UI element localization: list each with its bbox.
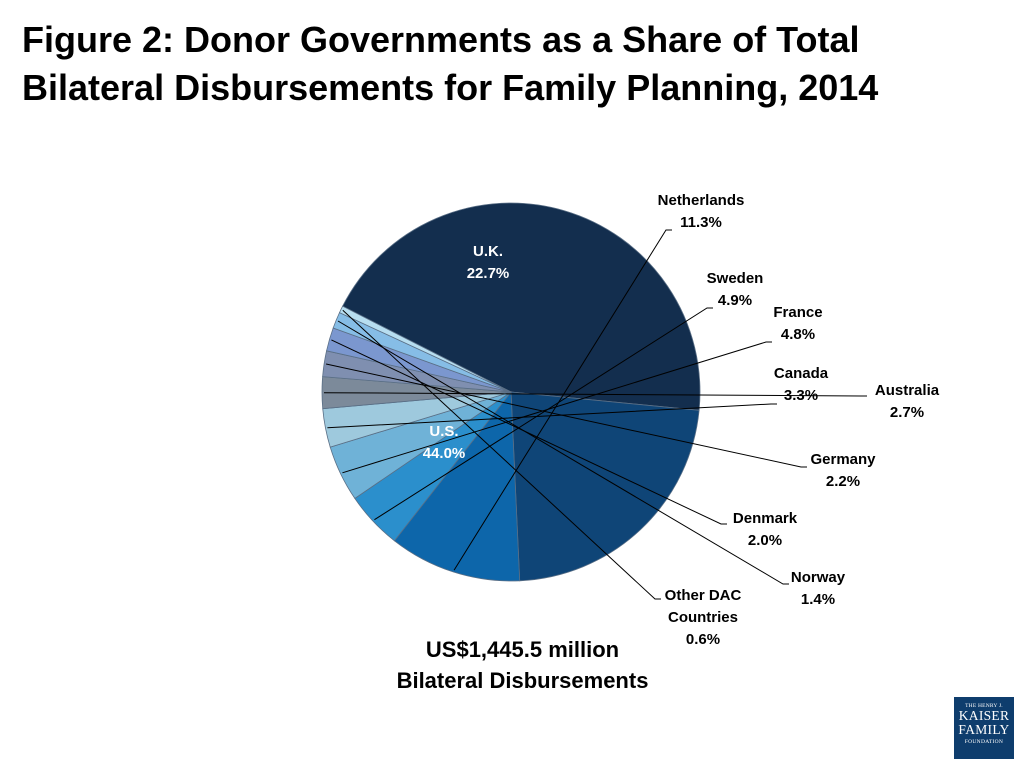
label-other-dac-countries-name-1: Other DAC [665, 587, 742, 604]
label-germany-name: Germany [810, 451, 876, 468]
logo-line-4: FOUNDATION [964, 739, 1004, 745]
leader-line-netherlands [453, 229, 672, 571]
pie-slices [321, 202, 701, 582]
pie-slice-u-k [510, 391, 700, 582]
label-norway-value: 1.4% [801, 591, 835, 608]
leader-line-australia [323, 392, 867, 397]
label-denmark-value: 2.0% [748, 532, 782, 549]
label-denmark-name: Denmark [733, 510, 798, 527]
label-australia-value: 2.7% [890, 404, 924, 421]
logo-line-1: THE HENRY J. [965, 703, 1003, 709]
label-norway-name: Norway [791, 569, 846, 586]
leader-line-canada [327, 403, 777, 429]
logo-line-3: FAMILY [958, 722, 1010, 737]
pie-slice-u-s [342, 202, 701, 411]
label-canada-name: Canada [774, 365, 829, 382]
total-disbursements-caption: US$1,445.5 million Bilateral Disbursemen… [380, 634, 665, 696]
label-other-dac-countries-name-2: Countries [668, 609, 738, 626]
label-sweden-value: 4.9% [718, 292, 752, 309]
label-u-s-name: U.S. [429, 423, 458, 440]
chart-title: Figure 2: Donor Governments as a Share o… [22, 19, 879, 108]
label-australia-name: Australia [875, 382, 940, 399]
logo-line-2: KAISER [958, 708, 1010, 723]
slice-labels: U.S. 44.0% U.K. 22.7% Netherlands 11.3% Sweden… [423, 192, 940, 648]
label-netherlands-value: 11.3% [680, 214, 722, 231]
label-sweden-name: Sweden [707, 270, 764, 287]
label-france-name: France [773, 304, 822, 321]
label-u-k-value: 22.7% [467, 265, 510, 282]
leader-line-other-dac-countries [342, 309, 661, 600]
pie-slice-other-dac-countries [338, 305, 512, 393]
leader-line-denmark [331, 339, 727, 525]
leader-lines [323, 229, 867, 600]
leader-line-france [342, 341, 772, 474]
leader-line-germany [325, 363, 807, 468]
label-france-value: 4.8% [781, 326, 815, 343]
label-other-dac-countries-value: 0.6% [686, 631, 720, 648]
label-u-k-name: U.K. [473, 243, 503, 260]
total-label: Bilateral Disbursements [396, 668, 649, 693]
label-germany-value: 2.2% [826, 473, 860, 490]
label-u-s-value: 44.0% [423, 445, 466, 462]
total-amount: US$1,445.5 million [425, 637, 620, 662]
label-canada-value: 3.3% [784, 387, 818, 404]
leader-line-norway [337, 320, 789, 585]
pie-slice-netherlands [393, 390, 521, 582]
leader-line-sweden [374, 307, 713, 521]
kff-logo: THE HENRY J. KAISER FAMILY FOUNDATION [954, 697, 1014, 759]
label-netherlands-name: Netherlands [658, 192, 745, 209]
